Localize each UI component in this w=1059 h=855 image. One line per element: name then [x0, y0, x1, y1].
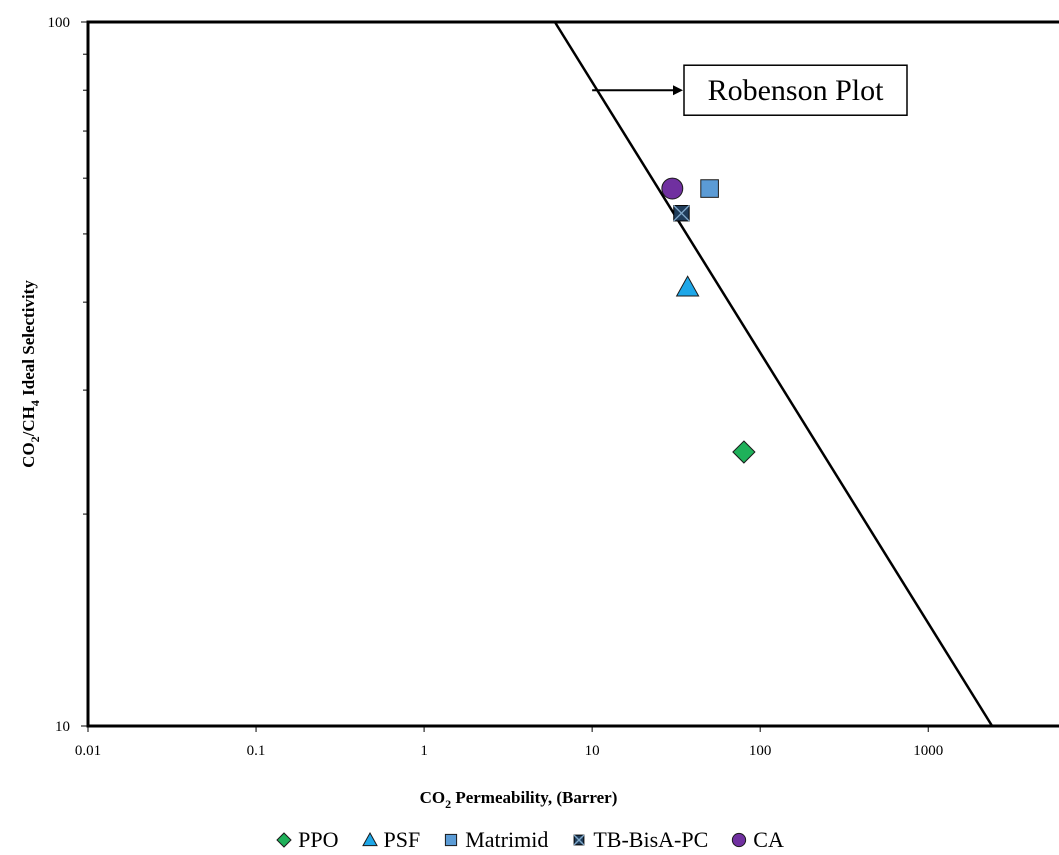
legend-label: PPO [298, 827, 339, 852]
legend-label: CA [753, 827, 784, 852]
data-point-ppo [732, 440, 756, 464]
annotation-label: Robenson Plot [708, 74, 885, 107]
legend-marker-icon [732, 832, 747, 848]
x-tick-label: 10 [585, 743, 600, 759]
x-tick-label: 0.01 [75, 743, 101, 759]
x-axis-title: CO2 Permeability, (Barrer) [420, 788, 618, 811]
x-tick-label: 0.1 [247, 743, 266, 759]
legend-item-psf: PSF [361, 827, 421, 853]
marker-cross [673, 205, 690, 222]
data-points [661, 177, 756, 464]
legend-label: TB-BisA-PC [593, 827, 709, 852]
x-axis-ticks: 0.01 0.1 1 10 100 1000 [75, 726, 943, 759]
legend-marker-icon [276, 832, 292, 848]
legend-marker [573, 834, 585, 846]
legend-item-tb-bisa-pc: TB-BisA-PC [570, 827, 708, 853]
x-tick-label: 100 [749, 743, 772, 759]
legend-item-ca: CA [730, 827, 784, 853]
robeson-upper-bound-line [553, 21, 994, 727]
legend-label: PSF [383, 827, 421, 852]
legend-marker [276, 832, 292, 848]
annotation-box [683, 64, 908, 116]
data-point-ca [661, 177, 684, 200]
x-tick-label: 1 [420, 743, 428, 759]
data-point-tb-bisa-pc [673, 205, 690, 222]
y-axis-title: CO2/CH4 Ideal Selectivity [19, 280, 42, 468]
chart-legend: PPO PSF Matrimid TB-BisA-PC CA [0, 826, 1059, 854]
robeson-annotation: Robenson Plot [592, 64, 908, 116]
x-tick-label: 1000 [913, 743, 943, 759]
scatter-chart: 0.01 0.1 1 10 100 1000 10 100 Robenson Plot CO… [19, 15, 1059, 811]
y-axis-ticks: 10 100 [48, 15, 88, 735]
data-point-psf [675, 275, 700, 297]
legend-label: Matrimid [465, 827, 549, 852]
annotation-arrowhead [673, 85, 683, 96]
legend-marker-icon [573, 834, 585, 846]
y-tick-label: 100 [48, 15, 71, 31]
legend-item-matrimid: Matrimid [442, 827, 548, 853]
y-tick-label: 10 [55, 719, 70, 735]
y-axis-minor-ticks [83, 53, 88, 515]
legend-marker-icon [445, 833, 458, 847]
data-point-matrimid [700, 179, 719, 198]
legend-marker [732, 832, 747, 848]
plot-frame [86, 20, 1059, 728]
marker-cross [573, 834, 585, 846]
legend-marker [445, 833, 458, 847]
legend-marker-icon [361, 831, 378, 847]
legend-marker [361, 831, 378, 847]
legend-item-ppo: PPO [275, 827, 339, 853]
